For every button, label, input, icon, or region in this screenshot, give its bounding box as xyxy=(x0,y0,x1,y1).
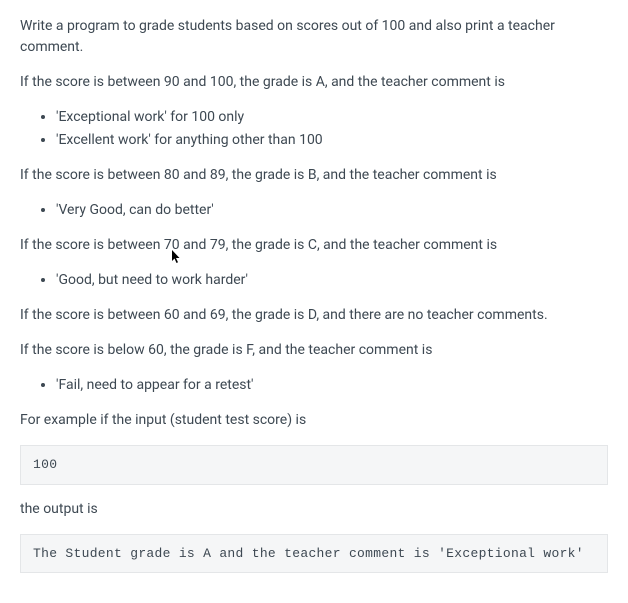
example-output-code: The Student grade is A and the teacher c… xyxy=(20,534,608,574)
grade-b-list: 'Very Good, can do better' xyxy=(20,200,608,221)
output-label: the output is xyxy=(20,499,608,520)
list-item: 'Excellent work' for anything other than… xyxy=(56,130,608,151)
list-item: 'Good, but need to work harder' xyxy=(56,270,608,291)
grade-a-list: 'Exceptional work' for 100 only 'Excelle… xyxy=(20,107,608,151)
intro-paragraph: Write a program to grade students based … xyxy=(20,16,608,58)
example-input-code: 100 xyxy=(20,445,608,485)
example-intro: For example if the input (student test s… xyxy=(20,410,608,431)
grade-b-intro: If the score is between 80 and 89, the g… xyxy=(20,165,608,186)
grade-f-intro: If the score is below 60, the grade is F… xyxy=(20,340,608,361)
grade-a-intro: If the score is between 90 and 100, the … xyxy=(20,72,608,93)
list-item: 'Fail, need to appear for a retest' xyxy=(56,375,608,396)
grade-c-intro: If the score is between 70 and 79, the g… xyxy=(20,235,608,256)
grade-c-list: 'Good, but need to work harder' xyxy=(20,270,608,291)
list-item: 'Very Good, can do better' xyxy=(56,200,608,221)
grade-f-list: 'Fail, need to appear for a retest' xyxy=(20,375,608,396)
list-item: 'Exceptional work' for 100 only xyxy=(56,107,608,128)
grade-d-intro: If the score is between 60 and 69, the g… xyxy=(20,305,608,326)
